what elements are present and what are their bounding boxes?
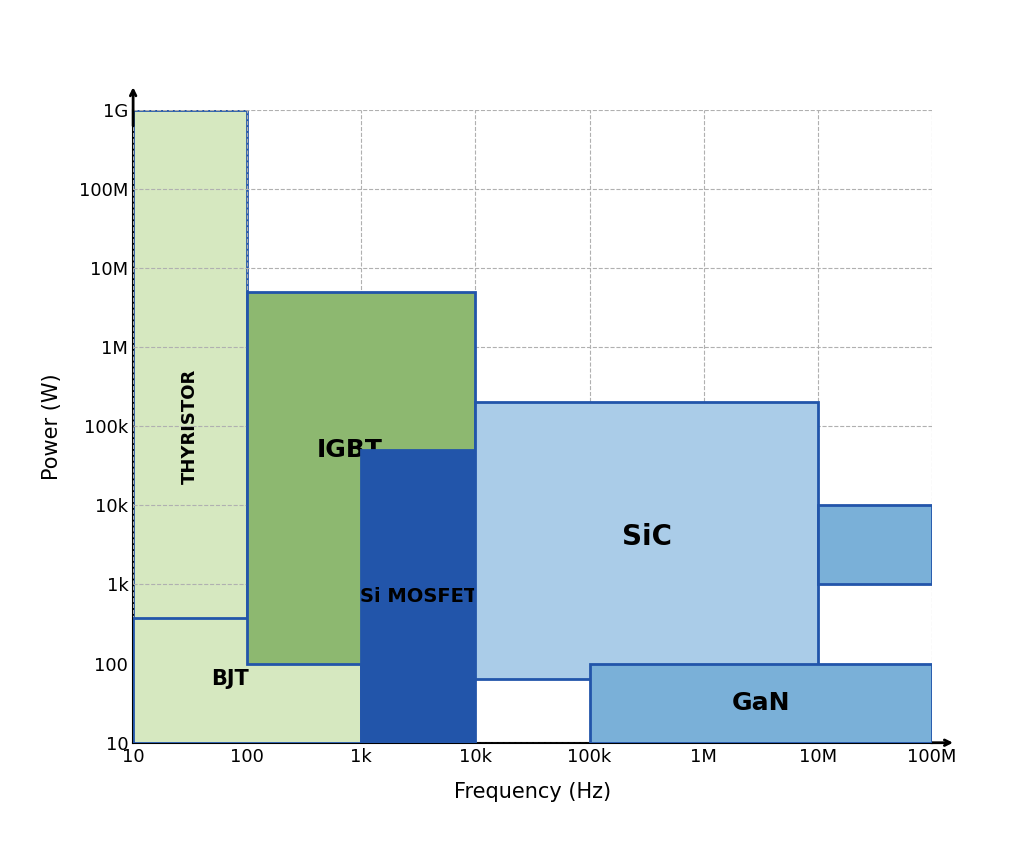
Bar — [247, 292, 475, 663]
Bar — [361, 450, 475, 743]
Text: IGBT: IGBT — [317, 438, 383, 462]
Text: Si MOSFET: Si MOSFET — [359, 587, 477, 606]
Bar — [133, 618, 361, 743]
Bar — [818, 506, 932, 584]
Bar — [475, 403, 818, 679]
X-axis label: Frequency (Hz): Frequency (Hz) — [454, 782, 611, 803]
Text: BJT: BJT — [211, 669, 249, 690]
Text: THYRISTOR: THYRISTOR — [181, 369, 200, 484]
Bar — [590, 663, 932, 743]
Y-axis label: Power (W): Power (W) — [42, 373, 62, 479]
Text: SiC: SiC — [622, 523, 672, 551]
Text: GaN: GaN — [731, 691, 790, 715]
Bar — [133, 110, 247, 743]
